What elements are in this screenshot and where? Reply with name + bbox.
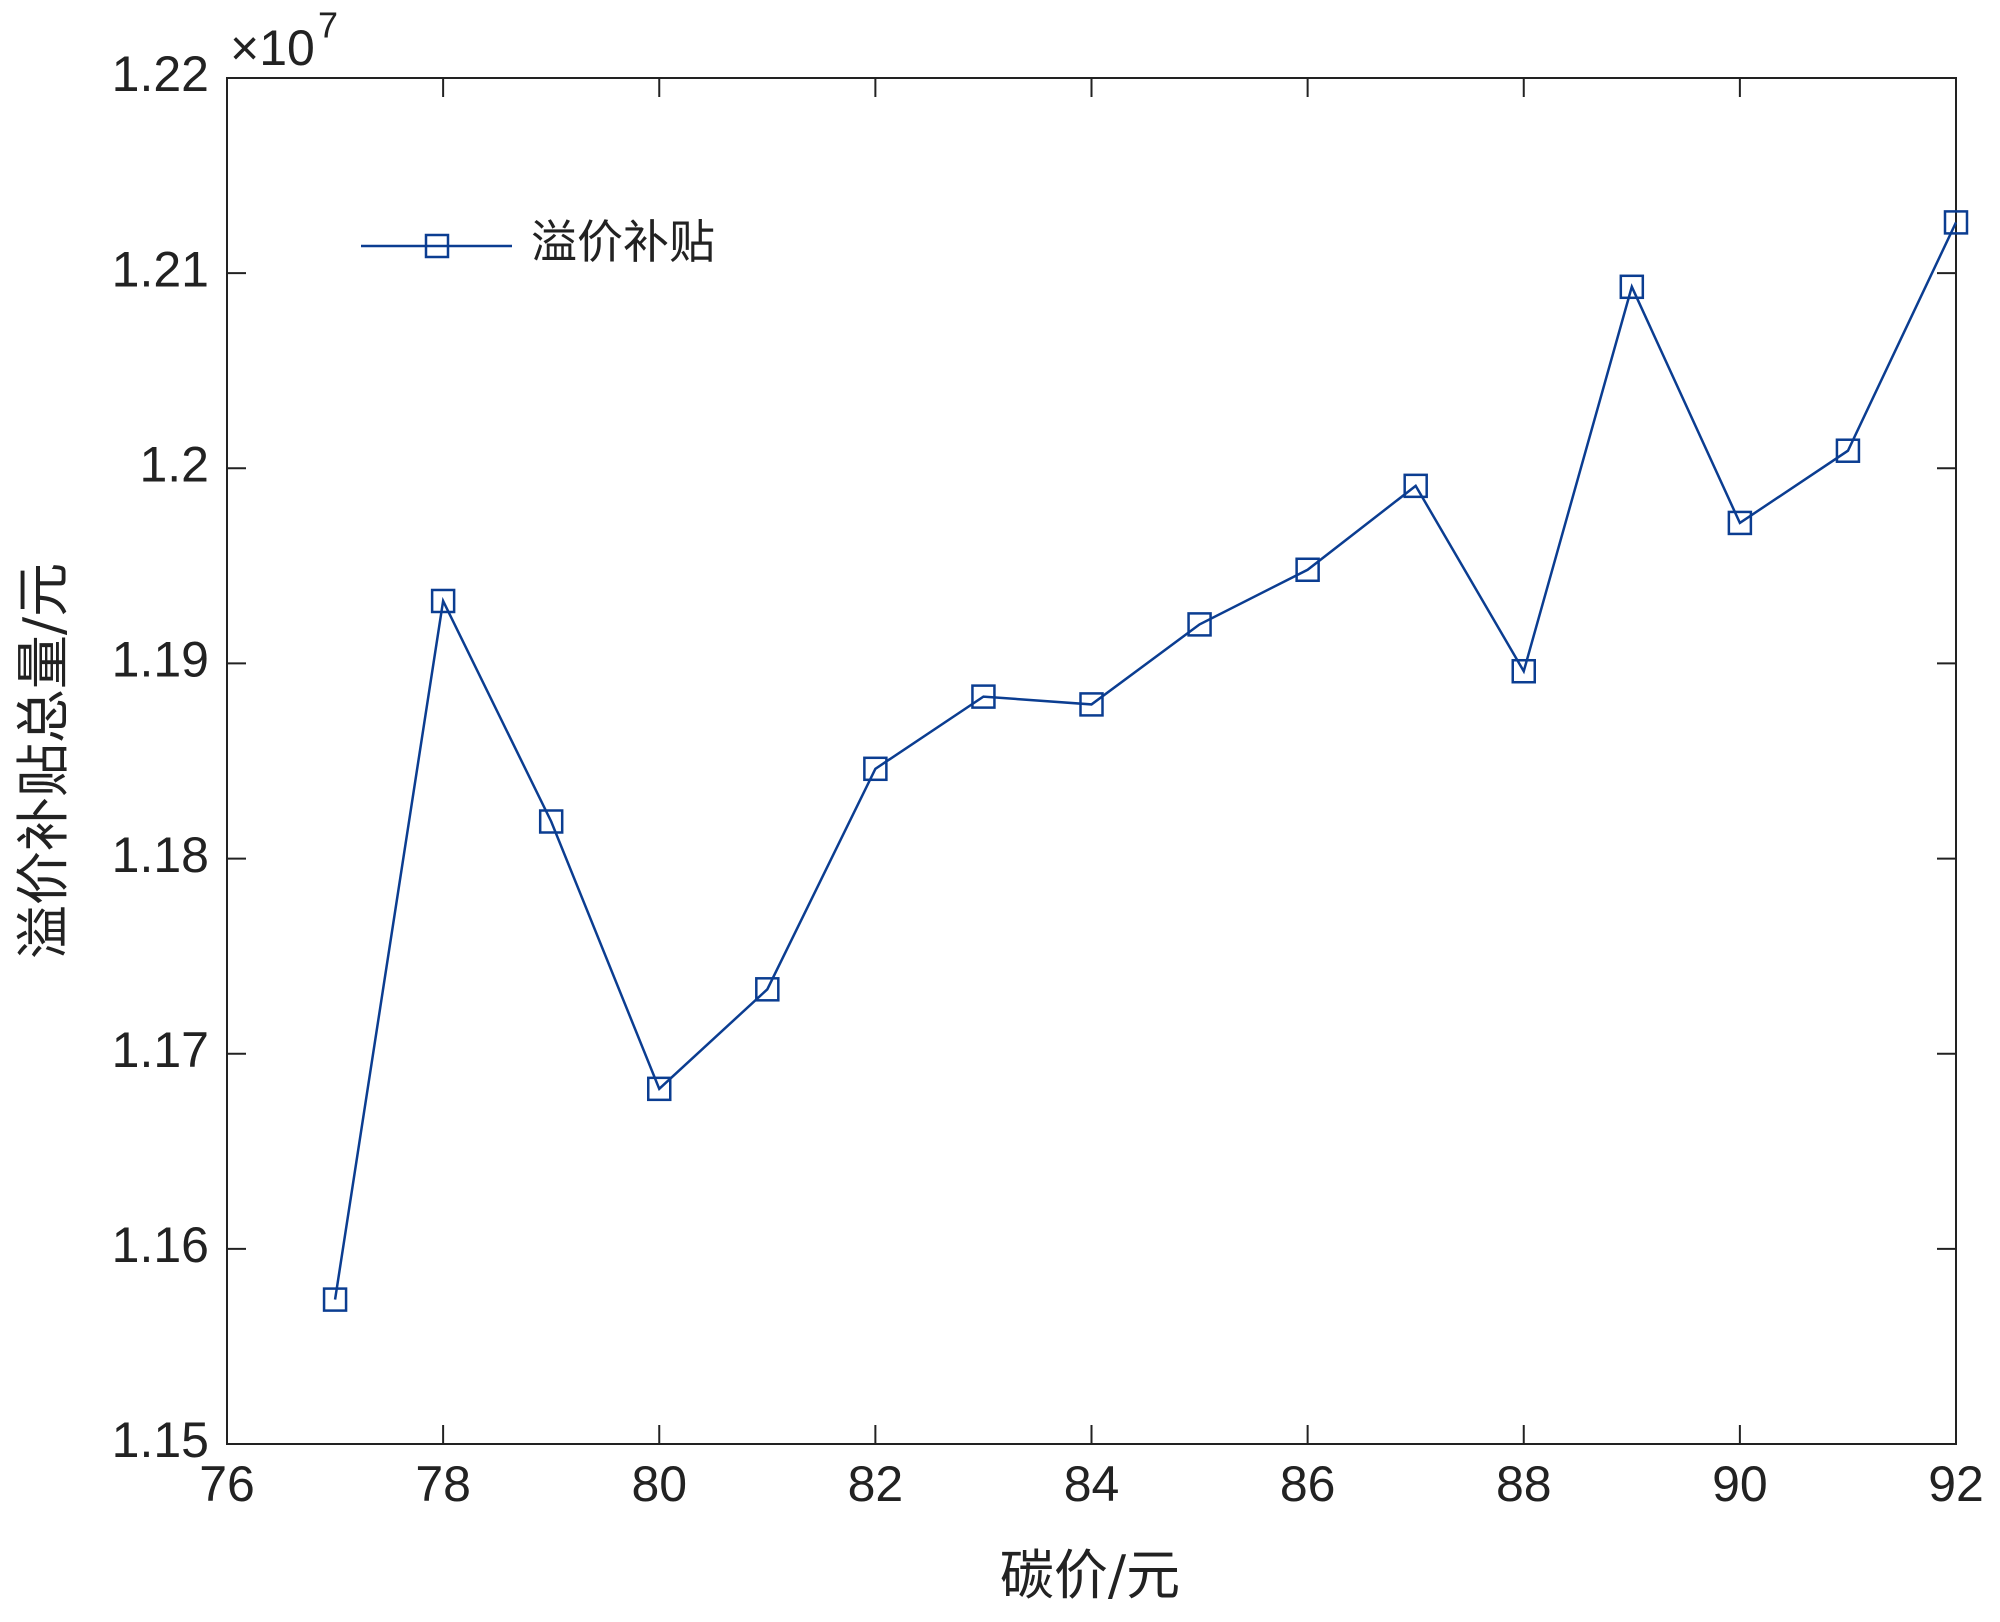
data-point: [1943, 210, 1969, 235]
data-point: [1403, 473, 1428, 499]
data-point: [1511, 658, 1536, 684]
x-tick-label: 76: [199, 1456, 255, 1512]
data-point: [1835, 438, 1861, 463]
x-axis-label: 碳价/元: [1000, 1544, 1180, 1607]
x-tick-label: 84: [1064, 1456, 1120, 1512]
y-axis-label: 溢价补贴总量/元: [12, 563, 75, 959]
x-tick-label: 80: [631, 1456, 687, 1512]
data-point: [863, 756, 888, 782]
x-tick-label: 88: [1496, 1456, 1552, 1512]
legend-marker: [424, 233, 450, 259]
x-tick-label: 90: [1712, 1456, 1768, 1512]
data-point: [1295, 557, 1320, 583]
x-tick-label: 86: [1280, 1456, 1336, 1512]
data-point: [1187, 612, 1212, 637]
data-point: [538, 809, 564, 834]
data-line: [333, 221, 1958, 1300]
axis-exponent-power: 7: [318, 5, 338, 46]
y-tick-label: 1.19: [112, 632, 209, 688]
x-tick-label: 82: [848, 1456, 904, 1512]
data-point: [971, 684, 996, 709]
y-tick-label: 1.17: [112, 1022, 209, 1078]
y-tick-label: 1.21: [112, 241, 209, 297]
y-tick-label: 1.22: [112, 46, 209, 102]
data-point: [647, 1076, 672, 1102]
data-point: [430, 588, 456, 614]
y-tick-label: 1.15: [112, 1412, 209, 1468]
y-tick-label: 1.2: [139, 436, 209, 492]
axis-exponent-base: ×10: [230, 20, 315, 76]
data-point: [1079, 692, 1104, 717]
x-tick-label: 92: [1928, 1456, 1984, 1512]
data-point: [755, 977, 780, 1002]
data-point: [1727, 510, 1753, 536]
y-tick-label: 1.18: [112, 827, 209, 883]
plot-frame: [226, 77, 1957, 1445]
data-point: [322, 1287, 348, 1312]
x-tick-label: 78: [415, 1456, 471, 1512]
data-point: [1619, 274, 1645, 300]
y-tick-label: 1.16: [112, 1217, 209, 1273]
legend-label: 溢价补贴: [531, 215, 715, 269]
